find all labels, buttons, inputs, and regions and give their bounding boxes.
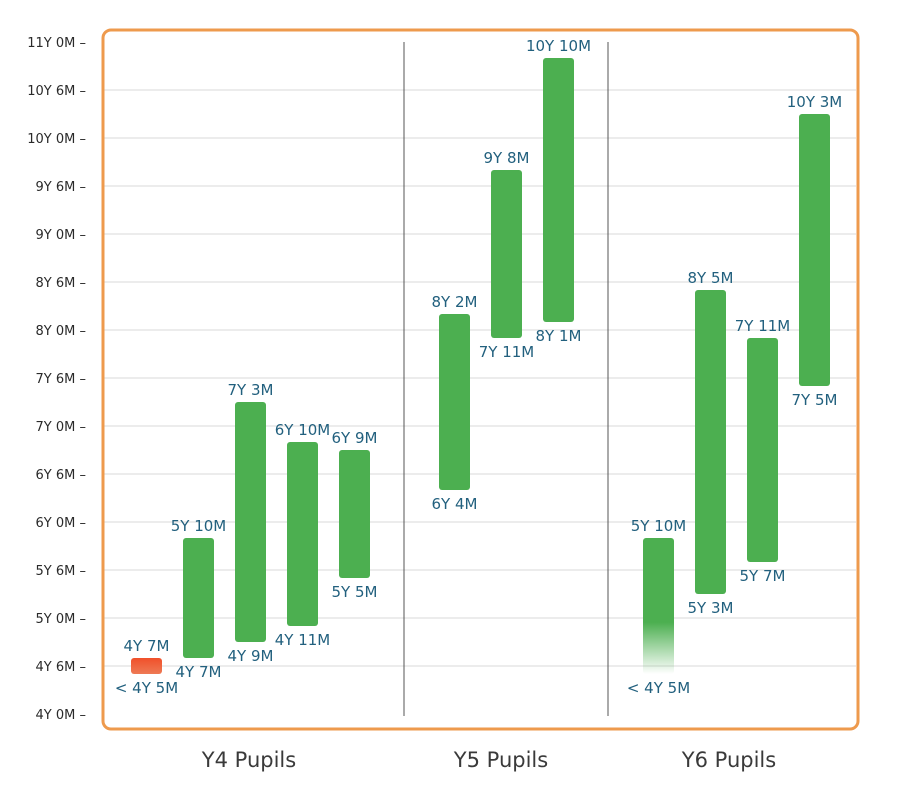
range-high-label: 5Y 10M bbox=[631, 517, 687, 535]
range-high-label: 10Y 10M bbox=[526, 37, 591, 55]
range-high-label: 10Y 3M bbox=[787, 93, 843, 111]
y-tick-label: 5Y 6M – bbox=[36, 564, 86, 579]
y-tick-label: 5Y 0M – bbox=[36, 612, 86, 627]
group-labels: Y4 Pupils Y5 Pupils Y6 Pupils bbox=[201, 748, 776, 772]
y-tick-label: 9Y 0M – bbox=[36, 228, 86, 243]
range-low-label: 8Y 1M bbox=[536, 327, 582, 345]
range-bar bbox=[543, 58, 574, 322]
range-high-label: 4Y 7M bbox=[124, 637, 170, 655]
chart-frame bbox=[101, 28, 860, 731]
y-tick-label: 8Y 0M – bbox=[36, 324, 86, 339]
y-tick-label: 8Y 6M – bbox=[36, 276, 86, 291]
range-low-label: 5Y 3M bbox=[688, 599, 734, 617]
range-low-label: < 4Y 5M bbox=[115, 679, 178, 697]
range-high-label: 7Y 11M bbox=[735, 317, 791, 335]
range-bar bbox=[643, 538, 674, 674]
group-label: Y5 Pupils bbox=[453, 748, 548, 772]
group-dividers bbox=[403, 42, 609, 716]
range-low-label: 5Y 7M bbox=[740, 567, 786, 585]
y-tick-label: 7Y 6M – bbox=[36, 372, 86, 387]
range-high-label: 7Y 3M bbox=[228, 381, 274, 399]
range-bar bbox=[747, 338, 778, 562]
range-bar bbox=[799, 114, 830, 386]
group-label: Y6 Pupils bbox=[681, 748, 776, 772]
y-tick-label: 6Y 0M – bbox=[36, 516, 86, 531]
y-tick-label: 10Y 0M – bbox=[27, 132, 86, 147]
range-bar bbox=[339, 450, 370, 578]
range-bar bbox=[491, 170, 522, 338]
range-high-label: 6Y 10M bbox=[275, 421, 331, 439]
range-high-label: 5Y 10M bbox=[171, 517, 227, 535]
range-high-label: 8Y 5M bbox=[688, 269, 734, 287]
range-low-label: 7Y 11M bbox=[479, 343, 535, 361]
group-label: Y4 Pupils bbox=[201, 748, 296, 772]
range-bar bbox=[695, 290, 726, 594]
range-low-label: 4Y 7M bbox=[176, 663, 222, 681]
y-tick-label: 6Y 6M – bbox=[36, 468, 86, 483]
range-low-label: 6Y 4M bbox=[432, 495, 478, 513]
range-high-label: 9Y 8M bbox=[484, 149, 530, 167]
y-tick-label: 4Y 0M – bbox=[36, 708, 86, 723]
range-bar bbox=[131, 658, 162, 674]
range-high-label: 8Y 2M bbox=[432, 293, 478, 311]
y-tick-label: 7Y 0M – bbox=[36, 420, 86, 435]
bars bbox=[131, 58, 830, 674]
range-bar bbox=[287, 442, 318, 626]
range-low-label: 7Y 5M bbox=[792, 391, 838, 409]
y-tick-label: 4Y 6M – bbox=[36, 660, 86, 675]
range-bar bbox=[439, 314, 470, 490]
y-tick-label: 9Y 6M – bbox=[36, 180, 86, 195]
gridlines bbox=[104, 89, 856, 667]
range-bar bbox=[183, 538, 214, 658]
range-low-label: 5Y 5M bbox=[332, 583, 378, 601]
range-low-label: < 4Y 5M bbox=[627, 679, 690, 697]
range-low-label: 4Y 9M bbox=[228, 647, 274, 665]
range-high-label: 6Y 9M bbox=[332, 429, 378, 447]
y-tick-label: 10Y 6M – bbox=[27, 84, 86, 99]
range-low-label: 4Y 11M bbox=[275, 631, 331, 649]
y-tick-label: 11Y 0M – bbox=[27, 36, 86, 51]
range-bar bbox=[235, 402, 266, 642]
y-axis: 4Y 0M – 4Y 6M – 5Y 0M – 5Y 6M – 6Y 0M – 6Y 6M… bbox=[27, 36, 86, 723]
